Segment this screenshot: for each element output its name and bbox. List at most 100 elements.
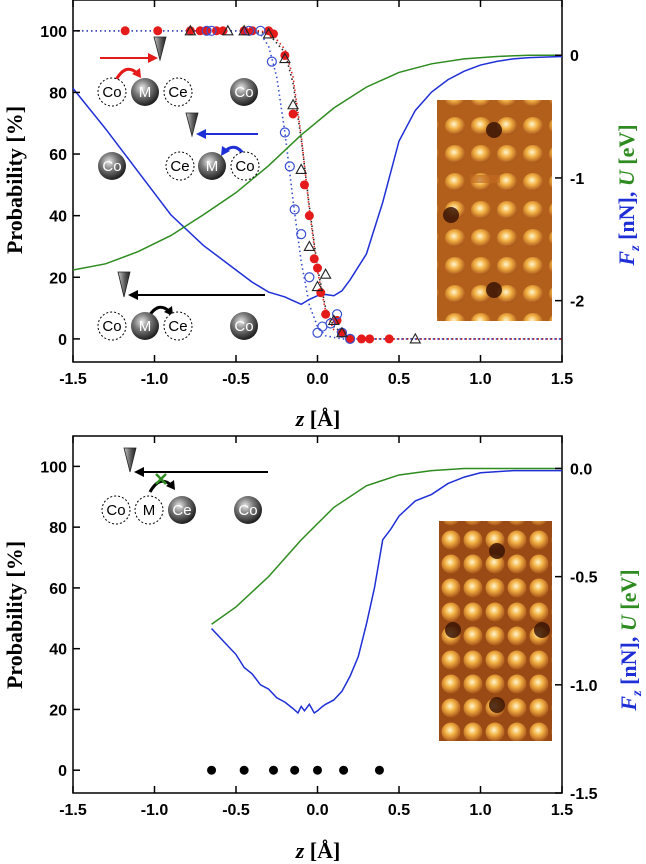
top-filled-point [345, 334, 355, 344]
top-force-curve [72, 55, 563, 306]
top-open-point [255, 25, 266, 36]
bottom-stm-image [439, 521, 552, 741]
top-triangle-point [287, 98, 299, 110]
atom-label-co: Co [102, 318, 121, 335]
top-panel: -1.5 -1.0 -0.5 0.0 0.5 1.0 1.5 0 20 40 60 80 100 -2 -1… [2, 0, 643, 431]
bottom-filled-point [239, 765, 249, 775]
top-triangle-point [295, 163, 308, 174]
bottom-filled-point [374, 765, 384, 775]
top-filled-point [153, 26, 163, 36]
atom-label-m: M [139, 84, 152, 101]
top-filled-point [313, 263, 322, 273]
top-open-point [266, 56, 277, 67]
top-markers [120, 24, 422, 344]
top-filled-point [247, 26, 257, 36]
bottom-ytick-label: 60 [49, 581, 67, 598]
atom-m [131, 312, 159, 340]
bottom-y2tick-label: 0.0 [570, 461, 592, 478]
bottom-ytick-label: 40 [49, 642, 67, 659]
vacancy-co [230, 151, 260, 181]
top-filled-point [120, 26, 130, 36]
top-filled-point [288, 109, 298, 119]
vacancy-co [97, 311, 127, 341]
bottom-filled-point [268, 765, 278, 775]
top-xlabel: z [Å] [295, 406, 341, 431]
top-open-point [289, 204, 300, 215]
top-xtick-label: -0.5 [222, 371, 250, 388]
bottom-xtick-label: 1.0 [469, 802, 491, 819]
bottom-xtick-label: 0.5 [388, 802, 410, 819]
bottom-axes: -1.5 -1.0 -0.5 0.0 0.5 1.0 1.5 0 20 40 60 80 100 -1.5… [40, 436, 598, 819]
top-y2tick-label: -2 [570, 294, 584, 311]
top-y2tick-label: -1 [570, 171, 584, 188]
bottom-curves [211, 467, 562, 715]
top-filled-point [268, 29, 278, 39]
top-ytick-label: 60 [49, 147, 67, 164]
top-filled-point [299, 180, 309, 190]
top-open-point [325, 318, 336, 329]
atom-co [234, 496, 262, 524]
atom-label-m: M [206, 158, 219, 175]
top-axes: -1.5 -1.0 -0.5 0.0 0.5 1.0 1.5 0 20 40 60 80 100 -2 -1… [40, 0, 584, 388]
top-ylabel: Probability [%] [2, 106, 27, 254]
vacancy-co [101, 495, 131, 525]
atom-label-co: Co [102, 84, 121, 101]
top-xtick-label: 1.5 [551, 371, 573, 388]
top-filled-point [316, 288, 326, 298]
top-triangle-point [311, 280, 324, 292]
top-xtick-label: -1.0 [141, 371, 169, 388]
atom-co [230, 312, 258, 340]
top-xtick-label: 1.0 [469, 371, 491, 388]
vacancy-co [97, 77, 127, 107]
top-fit-line [73, 30, 562, 340]
bottom-markers [207, 765, 384, 775]
bottom-filled-point [313, 765, 322, 775]
bottom-energy-curve [211, 467, 562, 625]
bottom-ytick-label: 20 [49, 702, 67, 719]
atom-label-m: M [143, 502, 156, 519]
atom-co [98, 152, 126, 180]
bottom-filled-point [339, 765, 349, 775]
bottom-ytick-label: 0 [58, 763, 67, 780]
top-xtick-label: 0.5 [388, 371, 410, 388]
top-filled-point [309, 254, 319, 264]
top-open-point [345, 333, 356, 344]
top-triangle-point [221, 24, 234, 36]
top-schematic-lower: Co M Ce Co [97, 271, 265, 341]
top-schematic-middle: Co Ce M Co [98, 112, 260, 181]
top-filled-point [337, 328, 347, 338]
top-filled-point [321, 309, 331, 319]
atom-label-co: Co [234, 318, 253, 335]
tip-icon [117, 271, 131, 298]
top-open-point [206, 25, 217, 36]
top-filled-point [365, 334, 375, 344]
tip-icon [123, 447, 137, 473]
top-triangle-point [184, 24, 197, 36]
bottom-filled-point [290, 765, 300, 775]
top-ytick-label: 80 [49, 85, 67, 102]
top-stm-image [437, 100, 552, 321]
atom-label-co: Co [106, 502, 125, 519]
top-schematic-upper: Co M Ce Co [97, 36, 258, 107]
bottom-y2tick-label: -0.5 [570, 570, 598, 587]
top-open-point [331, 309, 343, 320]
top-open-point [304, 272, 315, 283]
atom-ce [168, 496, 196, 524]
bottom-xtick-label: 0.0 [306, 802, 328, 819]
top-xtick-label: 0.0 [306, 371, 328, 388]
bottom-xlabel: z [Å] [295, 838, 341, 863]
bottom-ytick-label: 100 [40, 459, 67, 476]
tip-icon [153, 36, 167, 62]
bottom-xtick-label: -1.5 [59, 802, 87, 819]
bottom-y2tick-label: -1.0 [570, 678, 598, 695]
blocked-cross-icon [155, 473, 167, 485]
bottom-filled-point [207, 765, 217, 775]
vacancy-ce [163, 311, 193, 341]
top-y2label: Fz [nN], U [eV] [614, 124, 643, 266]
top-filled-point [218, 26, 228, 36]
atom-co [230, 78, 258, 106]
top-ytick-label: 0 [58, 332, 67, 349]
tip-icon [185, 112, 199, 138]
atom-label-ce: Ce [168, 84, 187, 101]
